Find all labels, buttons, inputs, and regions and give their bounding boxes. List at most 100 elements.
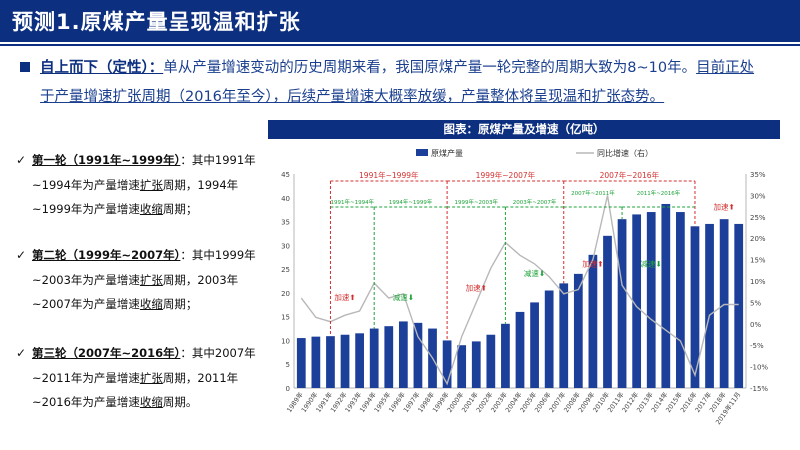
wave-text: ：其中2007年~2011年为产量增速 [32, 346, 256, 385]
y2-tick-label: -5% [750, 342, 764, 350]
annotation-decelerate: 减速⬇ [641, 259, 662, 269]
bar-production [734, 223, 744, 388]
wave-text: 周期； [162, 202, 198, 216]
wave-emph: 收缩 [139, 202, 163, 216]
header-bar: 预测1.原煤产量呈现温和扩张 [0, 0, 800, 42]
summary-lead: 自上而下（定性）： [40, 60, 164, 76]
y-tick-label: 15 [281, 314, 290, 322]
annotation-accelerate: 加速⬆ [582, 259, 603, 269]
y-tick-label: 40 [281, 195, 290, 203]
bar-production [573, 273, 583, 388]
wave-text: ：其中1991年~1994年为产量增速 [32, 153, 256, 192]
bar-production [588, 254, 598, 388]
y2-tick-label: 35% [750, 171, 766, 179]
y2-tick-label: 10% [750, 278, 766, 286]
y2-tick-label: 0% [750, 321, 761, 329]
bar-production [442, 340, 452, 388]
bar-production [398, 321, 408, 388]
bar-production [326, 336, 335, 388]
y2-tick-label: 15% [750, 257, 766, 265]
bar-production [661, 203, 671, 388]
bar-production [369, 328, 379, 388]
wave-text: ：其中1999年~2003年为产量增速 [32, 248, 256, 287]
bar-production [690, 226, 700, 388]
period-label-minor: 1999年~2003年 [454, 198, 498, 206]
wave-emph: 收缩 [139, 395, 163, 409]
annotation-accelerate: 加速⬆ [334, 292, 355, 302]
wave-emph: 扩张 [139, 272, 163, 287]
y-tick-label: 0 [286, 385, 290, 393]
checkmark-icon: ✓ [16, 346, 27, 360]
period-label-major: 2007年~2016年 [600, 170, 660, 180]
bar-production [646, 212, 656, 388]
wave-emph: 收缩 [139, 297, 163, 311]
period-label-minor: 2003年~2007年 [513, 198, 557, 206]
bullet-square-icon [20, 62, 30, 72]
bar-production [559, 283, 569, 388]
header-divider [0, 44, 800, 46]
y-tick-label: 35 [281, 219, 290, 227]
period-label-minor: 2011年~2016年 [637, 189, 681, 197]
period-label-major: 1991年~1999年 [359, 170, 419, 180]
bar-production [457, 345, 467, 388]
wave-emph: 扩张 [139, 177, 163, 192]
legend-label-growth: 同比增速（右） [597, 148, 653, 158]
bar-production [340, 334, 350, 388]
summary-text-2: 目前正处于产量增速扩张周期（2016年至今），后续产量增速大概率放缓，产量整体将… [40, 60, 755, 105]
wave-label: 第二轮（1999年~2007年） [32, 248, 181, 262]
wave-text: 周期。 [162, 395, 198, 409]
bar-production [632, 214, 642, 388]
bar-production [413, 322, 423, 388]
y-tick-label: 10 [281, 337, 290, 345]
checkmark-icon: ✓ [16, 248, 27, 262]
bar-production [515, 311, 525, 388]
wave-emph: 扩张 [139, 370, 163, 385]
bar-production [384, 326, 394, 388]
legend-label-production: 原煤产量 [431, 148, 463, 158]
bar-production [355, 333, 364, 388]
period-label-major: 1999年~2007年 [476, 170, 536, 180]
y2-tick-label: 5% [750, 299, 761, 307]
bar-production [676, 212, 685, 388]
bar-production [705, 223, 714, 388]
wave-text: 周期，2003年~2007年为产量增速 [32, 272, 239, 312]
y2-tick-label: 30% [750, 192, 766, 200]
legend-swatch-production [416, 149, 428, 156]
y2-tick-label: -10% [750, 364, 768, 372]
chart-title: 图表：原煤产量及增速（亿吨） [268, 120, 780, 139]
bar-production [471, 341, 481, 388]
bar-production [719, 219, 729, 388]
wave-text: 周期，2011年~2016年为产量增速 [32, 370, 239, 410]
bar-production [617, 219, 627, 388]
y-tick-label: 45 [281, 171, 290, 179]
bar-production [486, 334, 496, 388]
y-tick-label: 20 [281, 290, 290, 298]
annotation-decelerate: 减速⬇ [524, 268, 545, 278]
y-tick-label: 30 [281, 242, 290, 250]
checkmark-icon: ✓ [16, 153, 27, 167]
y2-tick-label: 20% [750, 235, 766, 243]
wave-text: 周期； [162, 297, 198, 311]
summary-text-1: 单从产量增速变动的历史周期来看，我国原煤产量一轮完整的周期大致为8~10年。 [163, 60, 697, 76]
page-title: 预测1.原煤产量呈现温和扩张 [12, 10, 301, 34]
wave-label: 第三轮（2007年~2016年） [32, 346, 181, 360]
y2-tick-label: 25% [750, 214, 766, 222]
bar-production [501, 323, 510, 388]
wave-item-1: ✓ 第一轮（1991年~1999年）：其中1991年~1994年为产量增速扩张周… [16, 148, 268, 222]
period-label-minor: 1994年~1999年 [389, 198, 433, 206]
bar-production [296, 338, 306, 388]
annotation-accelerate: 加速⬆ [713, 202, 734, 212]
summary-paragraph: 自上而下（定性）：单从产量增速变动的历史周期来看，我国原煤产量一轮完整的周期大致… [40, 54, 760, 112]
coal-production-chart: 原煤产量 同比增速（右） 0 5 10 15 20 25 30 35 40 45 -15% -10% -5%… [281, 148, 768, 426]
y-tick-label: 25 [281, 266, 290, 274]
period-label-minor: 2007年~2011年 [571, 189, 615, 197]
y2-tick-label: -15% [750, 385, 768, 393]
bar-production [603, 235, 612, 388]
bar-production [544, 290, 554, 388]
wave-label: 第一轮（1991年~1999年） [32, 153, 181, 167]
period-label-minor: 1991年~1994年 [331, 198, 375, 206]
wave-item-3: ✓ 第三轮（2007年~2016年）：其中2007年~2011年为产量增速扩张周… [16, 341, 268, 415]
y-tick-label: 5 [286, 361, 290, 369]
wave-text: 周期，1994年~1999年为产量增速 [32, 177, 239, 217]
bar-production [311, 336, 321, 388]
